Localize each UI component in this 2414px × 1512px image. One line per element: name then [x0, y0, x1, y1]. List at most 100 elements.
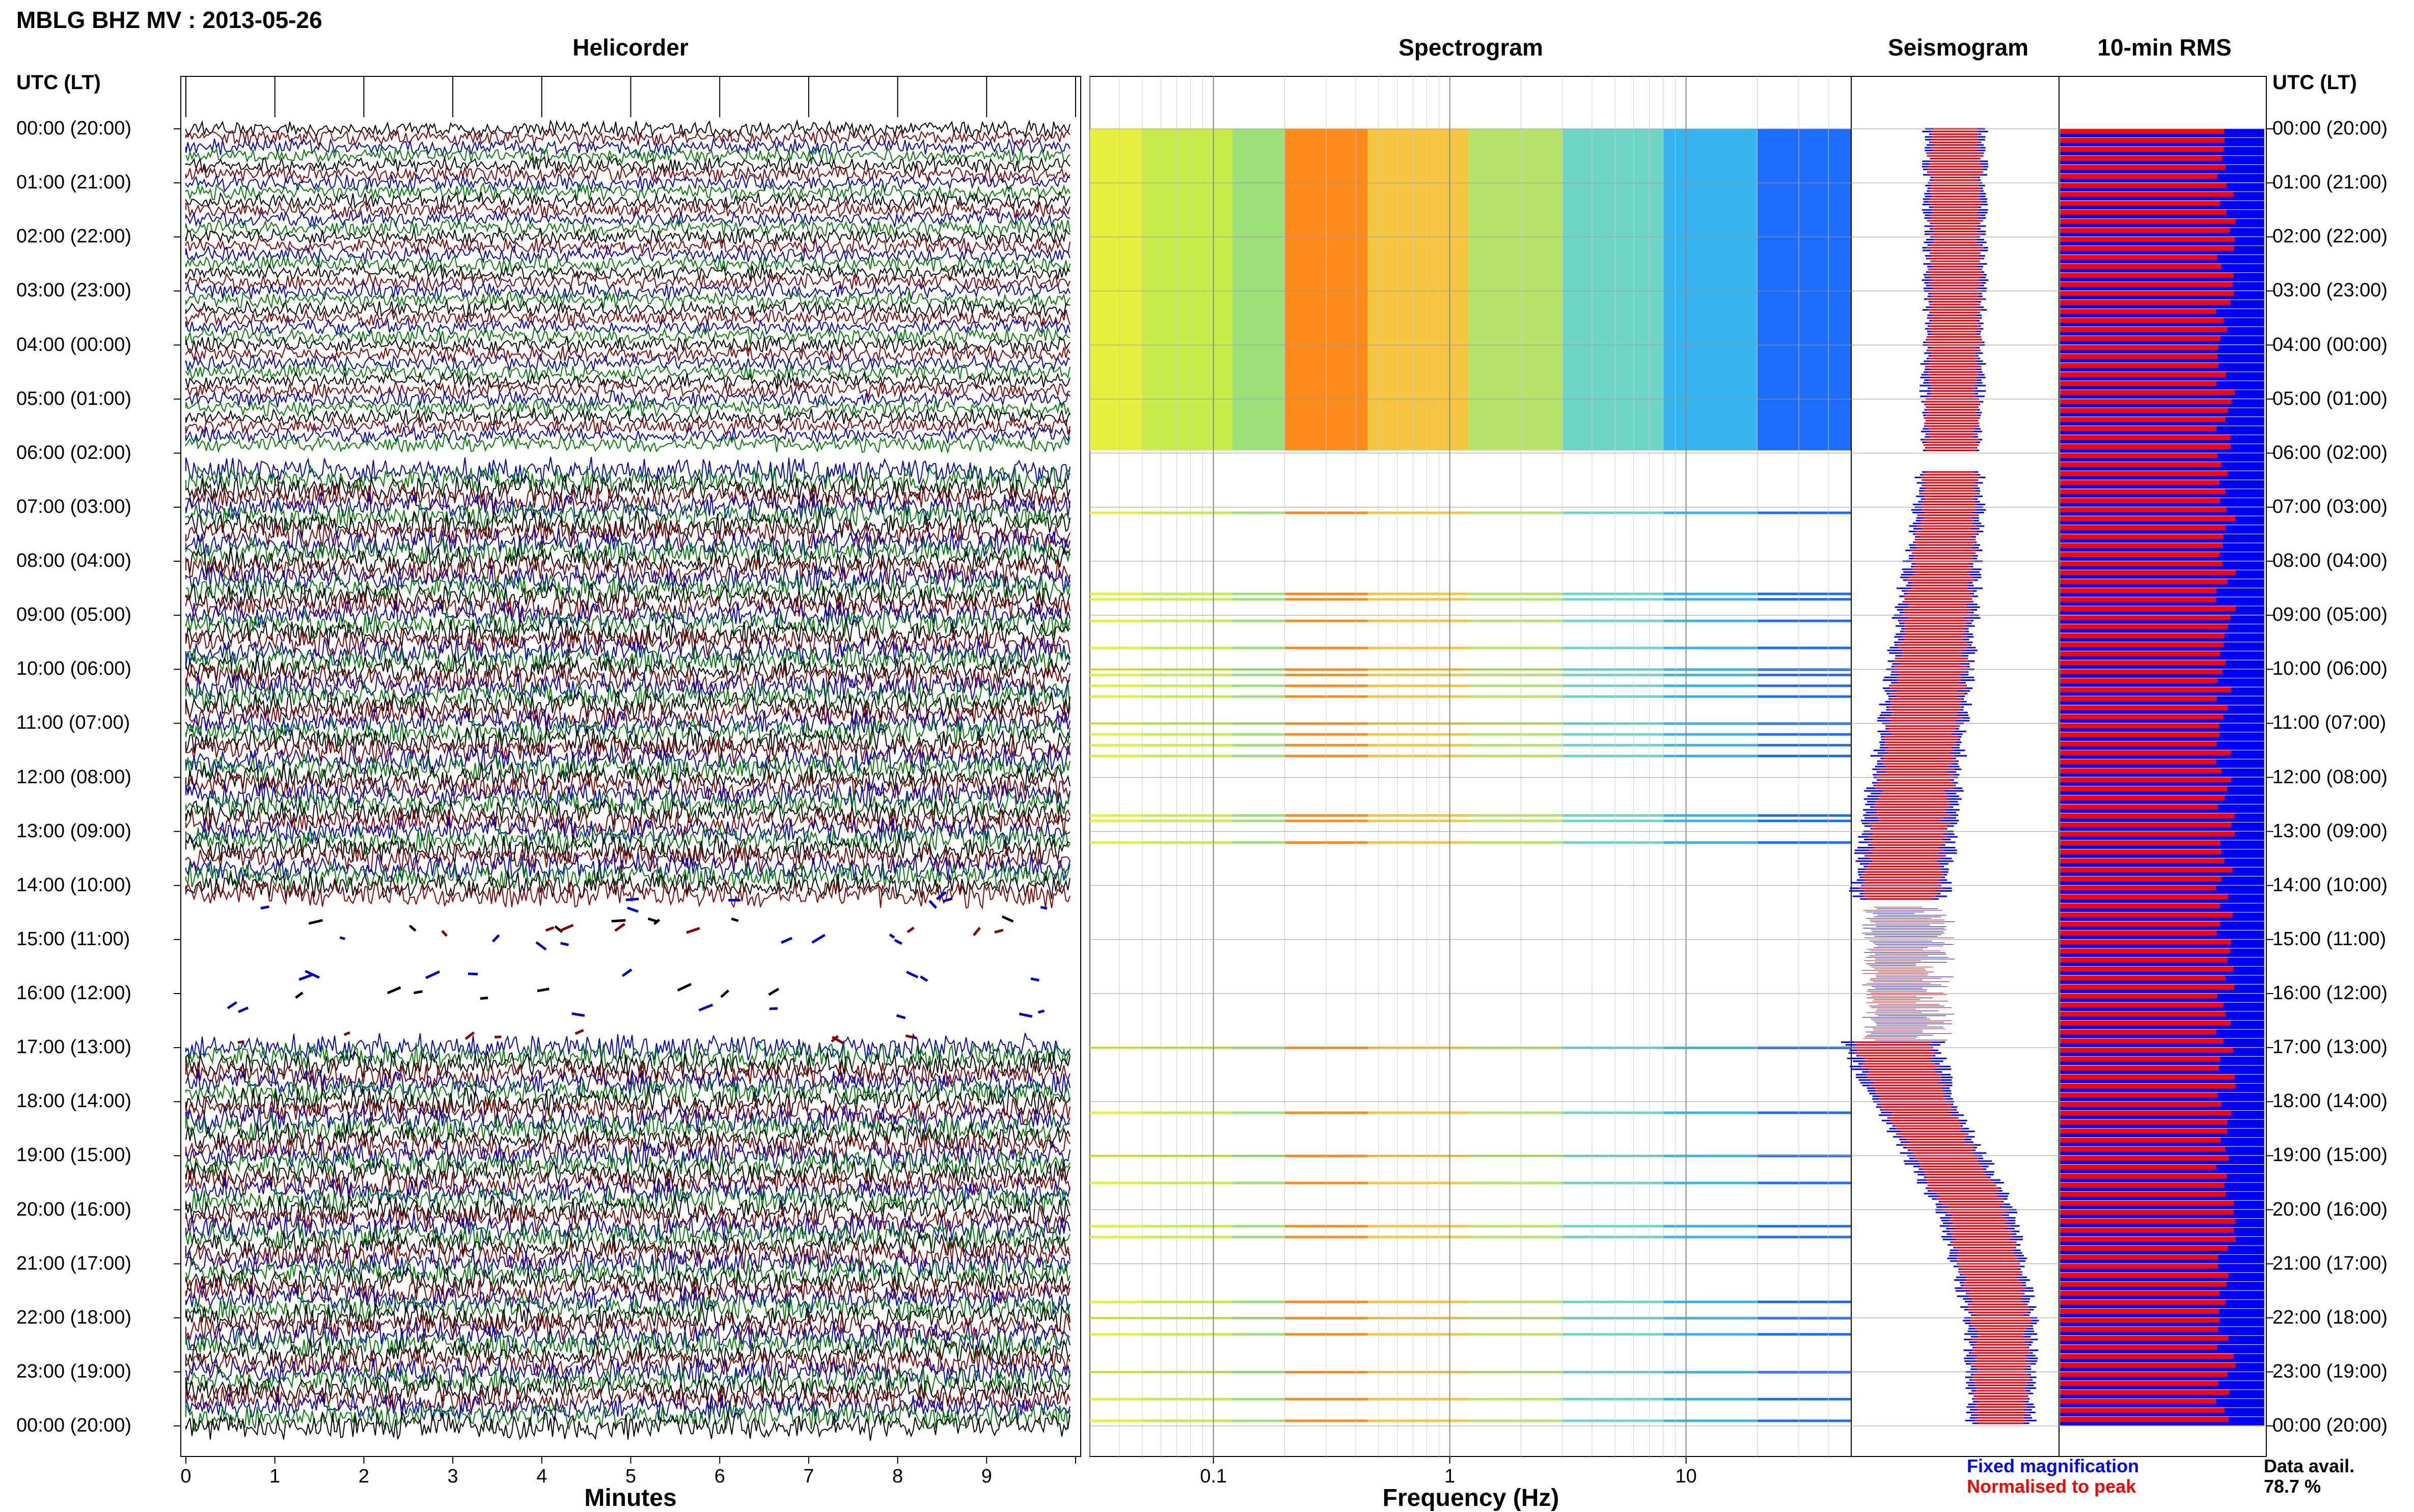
helicorder-trace	[185, 1213, 1071, 1243]
spectrogram-line	[1367, 1333, 1469, 1336]
helicorder-trace	[185, 1331, 1071, 1361]
rms-normalised-bar	[2060, 777, 2231, 783]
spectrogram-line	[1090, 684, 1142, 688]
helicorder-trace	[185, 352, 1071, 373]
spectrogram-line	[1232, 1333, 1285, 1336]
spectrogram-line	[1663, 695, 1758, 698]
spectrogram-line	[1757, 1419, 1851, 1422]
spectrogram-line	[1562, 592, 1663, 595]
spectrogram-line	[1367, 1300, 1469, 1303]
rms-normalised-bar	[2060, 191, 2234, 197]
spectrogram-line	[1367, 1419, 1469, 1422]
spectrogram-line	[1232, 814, 1285, 817]
helicorder-trace	[185, 1222, 1071, 1252]
rms-normalised-bar	[2060, 1381, 2218, 1386]
spectrogram-line	[1468, 722, 1563, 725]
helicorder-trace	[185, 119, 1071, 139]
spectrogram-line	[1232, 684, 1285, 688]
helicorder-trace	[185, 1410, 1071, 1441]
spectrogram-line	[1142, 1300, 1232, 1303]
rms-normalised-bar	[2060, 903, 2220, 909]
spectrogram-line	[1663, 841, 1758, 844]
helicorder-trace	[185, 1230, 1071, 1259]
rms-normalised-bar	[2060, 1110, 2232, 1116]
spectrogram-line	[1562, 1316, 1663, 1319]
rms-normalised-bar	[2060, 345, 2218, 350]
rms-normalised-bar	[2060, 1102, 2221, 1107]
helicorder-trace	[185, 1167, 1071, 1198]
rms-normalised-bar	[2060, 237, 2235, 242]
spectrogram-line	[1367, 733, 1469, 736]
spectrogram-line	[1663, 1333, 1758, 1336]
helicorder-trace	[185, 491, 1071, 523]
helicorder-trace	[185, 797, 1071, 828]
spectrogram-line	[1367, 744, 1469, 747]
spectrogram-line	[1562, 1300, 1663, 1303]
rms-normalised-bar	[2060, 597, 2216, 602]
helicorder-trace	[185, 789, 1071, 820]
spectrogram-line	[1562, 841, 1663, 844]
spectrogram-line	[1090, 819, 1142, 822]
spectrogram-line	[1562, 511, 1663, 514]
spectrogram-line	[1142, 814, 1232, 817]
spectrogram-line	[1142, 695, 1232, 698]
rms-normalised-bar	[2060, 615, 2230, 620]
helicorder-trace	[185, 636, 1071, 666]
helicorder-trace	[185, 344, 1071, 364]
helicorder-panel	[180, 76, 1081, 1464]
helicorder-trace	[185, 654, 1071, 683]
spectrogram-line	[1142, 1181, 1232, 1185]
helicorder-trace	[185, 824, 1071, 856]
spectrogram-line	[1232, 695, 1285, 698]
spectrogram-line	[1142, 1316, 1232, 1319]
rms-normalised-bar	[2060, 1029, 2216, 1035]
spectrogram-line	[1367, 1316, 1469, 1319]
spectrogram-line	[1232, 619, 1285, 622]
rms-normalised-bar	[2060, 822, 2232, 828]
rms-normalised-bar	[2060, 696, 2217, 701]
spectrogram-line	[1367, 668, 1469, 671]
helicorder-trace	[185, 843, 1071, 873]
spectrogram-line	[1757, 1370, 1851, 1373]
spectrogram-line	[1757, 1300, 1851, 1303]
spectrogram-line	[1757, 1225, 1851, 1228]
spectrogram-line	[1232, 1111, 1285, 1114]
spectrogram-line	[1468, 1235, 1563, 1239]
helicorder-trace	[185, 1401, 1071, 1432]
rms-normalised-bar	[2060, 489, 2226, 494]
spectrogram-cell	[1663, 129, 1758, 451]
spectrogram-line	[1090, 814, 1142, 817]
helicorder-trace	[237, 1029, 917, 1045]
spectrogram-line	[1232, 592, 1285, 595]
helicorder-trace	[185, 1302, 1071, 1333]
spectrogram-line	[1663, 814, 1758, 817]
spectrogram-line	[1757, 755, 1851, 757]
rms-normalised-bar	[2060, 354, 2217, 359]
spectrogram-line	[1468, 1419, 1563, 1422]
spectrogram-line	[1142, 1225, 1232, 1228]
rms-normalised-bar	[2060, 480, 2219, 485]
helicorder-trace	[185, 173, 1071, 193]
spectrogram-line	[1757, 1397, 1851, 1400]
helicorder-trace	[185, 155, 1071, 175]
rms-normalised-bar	[2060, 218, 2236, 224]
rms-normalised-bar	[2060, 723, 2219, 729]
rms-normalised-bar	[2060, 1038, 2224, 1044]
rms-normalised-bar	[2060, 1327, 2218, 1332]
rms-normalised-bar	[2060, 912, 2233, 918]
spectrogram-line	[1232, 646, 1285, 649]
rms-normalised-bar	[2060, 147, 2224, 152]
spectrogram-line	[1663, 744, 1758, 747]
helicorder-trace	[185, 618, 1071, 648]
spectrogram-line	[1663, 673, 1758, 676]
spectrogram-line	[1757, 1181, 1851, 1185]
rms-normalised-bar	[2060, 894, 2228, 900]
spectrogram-line	[1367, 1397, 1469, 1400]
helicorder-trace	[185, 434, 1071, 454]
rms-normalised-bar	[2060, 1236, 2236, 1242]
spectrogram-line	[1468, 646, 1563, 649]
rms-normalised-bar	[2060, 363, 2219, 368]
spectrogram-line	[1757, 819, 1851, 822]
spectrogram-line	[1367, 1111, 1469, 1114]
helicorder-trace	[185, 726, 1071, 756]
